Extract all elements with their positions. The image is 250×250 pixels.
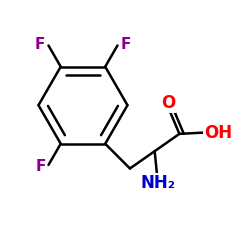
- Text: NH₂: NH₂: [141, 174, 176, 192]
- Text: OH: OH: [204, 124, 232, 142]
- Text: F: F: [121, 37, 131, 52]
- Text: O: O: [161, 94, 176, 112]
- Text: F: F: [36, 159, 46, 174]
- Text: F: F: [35, 37, 45, 52]
